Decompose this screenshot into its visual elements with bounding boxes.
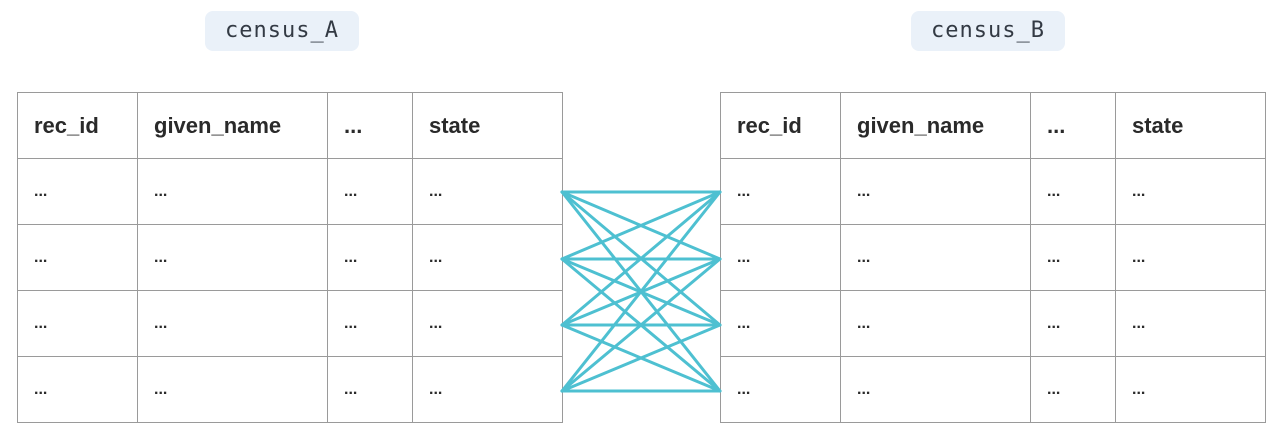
table-cell: ... (327, 224, 413, 291)
table-row: ... ... ... ... (720, 356, 1266, 423)
table-cell: ... (412, 290, 563, 357)
table-cell: ... (720, 158, 841, 225)
table-cell: ... (720, 290, 841, 357)
table-cell: ... (412, 224, 563, 291)
table-cell: ... (1030, 356, 1116, 423)
link-line (560, 190, 722, 327)
table-row: ... ... ... ... (17, 356, 563, 423)
table-cell: ... (17, 224, 138, 291)
link-line (560, 257, 722, 393)
link-line (560, 323, 722, 393)
table-cell: ... (17, 356, 138, 423)
column-header: state (412, 92, 563, 159)
census-b-table: rec_id given_name ... state ... ... ... … (720, 92, 1266, 423)
table-cell: ... (1030, 224, 1116, 291)
table-cell: ... (840, 290, 1031, 357)
table-cell: ... (327, 158, 413, 225)
table-row: ... ... ... ... (720, 290, 1266, 357)
census-a-title: census_A (205, 11, 359, 51)
table-cell: ... (137, 356, 328, 423)
table-cell: ... (720, 224, 841, 291)
link-line (560, 190, 722, 393)
column-header: given_name (840, 92, 1031, 159)
census-a-table: rec_id given_name ... state ... ... ... … (17, 92, 563, 423)
table-cell: ... (17, 290, 138, 357)
table-cell: ... (1030, 158, 1116, 225)
table-cell: ... (327, 356, 413, 423)
table-cell: ... (840, 356, 1031, 423)
table-cell: ... (137, 224, 328, 291)
link-line (560, 257, 722, 327)
column-header: state (1115, 92, 1266, 159)
table-row: ... ... ... ... (720, 224, 1266, 291)
table-cell: ... (137, 290, 328, 357)
census-b-title: census_B (911, 11, 1065, 51)
table-cell: ... (840, 224, 1031, 291)
column-header: ... (327, 92, 413, 159)
table-cell: ... (1115, 224, 1266, 291)
table-cell: ... (17, 158, 138, 225)
table-row: ... ... ... ... (720, 158, 1266, 225)
table-cell: ... (1115, 356, 1266, 423)
table-cell: ... (412, 356, 563, 423)
table-cell: ... (137, 158, 328, 225)
table-cell: ... (412, 158, 563, 225)
link-line (560, 190, 722, 393)
table-cell: ... (720, 356, 841, 423)
table-row: ... ... ... ... (17, 158, 563, 225)
table-cell: ... (327, 290, 413, 357)
table-cell: ... (840, 158, 1031, 225)
column-header: given_name (137, 92, 328, 159)
link-line (560, 257, 722, 327)
table-cell: ... (1115, 158, 1266, 225)
table-cell: ... (1115, 290, 1266, 357)
link-line (560, 190, 722, 261)
table-cell: ... (1030, 290, 1116, 357)
link-line (560, 190, 722, 261)
table-row: ... ... ... ... (17, 224, 563, 291)
link-line (560, 190, 722, 327)
column-header: ... (1030, 92, 1116, 159)
table-row: ... ... ... ... (17, 290, 563, 357)
column-header: rec_id (17, 92, 138, 159)
link-line (560, 323, 722, 393)
column-header: rec_id (720, 92, 841, 159)
header-row: rec_id given_name ... state (17, 92, 563, 159)
header-row: rec_id given_name ... state (720, 92, 1266, 159)
link-line (560, 257, 722, 393)
